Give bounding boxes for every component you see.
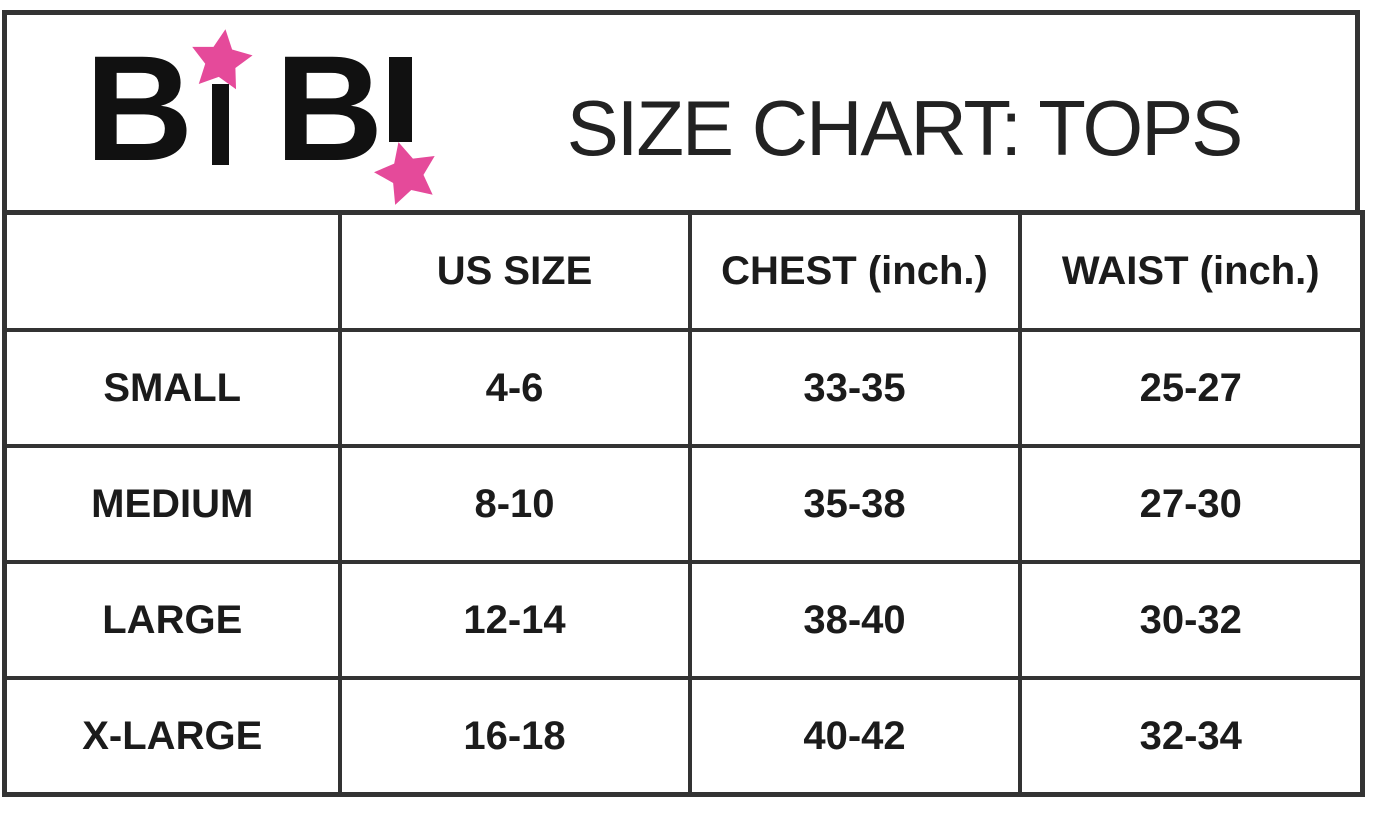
column-header-us-size: US SIZE: [337, 210, 692, 332]
cell-us-size: 4-6: [337, 328, 692, 448]
table-header-row: US SIZE CHEST (inch.) WAIST (inch.): [2, 210, 1365, 332]
cell-us-size: 12-14: [337, 560, 692, 680]
chart-frame: B B SIZE CHART: TOPS: [2, 10, 1365, 797]
logo-exclamation-stem: [389, 56, 412, 142]
cell-size-label: SMALL: [2, 328, 342, 448]
cell-us-size: 8-10: [337, 444, 692, 564]
cell-us-size: 16-18: [337, 676, 692, 797]
star-icon: [374, 141, 435, 205]
column-header-chest: CHEST (inch.): [687, 210, 1022, 332]
star-icon: [192, 28, 253, 89]
brand-header: B B SIZE CHART: TOPS: [2, 10, 1360, 215]
cell-waist: 25-27: [1017, 328, 1365, 448]
logo-i-stem: [212, 83, 229, 165]
table-row: LARGE 12-14 38-40 30-32: [2, 560, 1365, 680]
column-header-waist: WAIST (inch.): [1017, 210, 1365, 332]
size-table: US SIZE CHEST (inch.) WAIST (inch.) SMAL…: [2, 210, 1365, 797]
cell-waist: 27-30: [1017, 444, 1365, 564]
page-title: SIZE CHART: TOPS: [566, 84, 1244, 172]
cell-chest: 40-42: [687, 676, 1022, 797]
brand-logo: B B: [85, 27, 453, 209]
cell-chest: 33-35: [687, 328, 1022, 448]
star-shape: [192, 28, 253, 89]
table-row: X-LARGE 16-18 40-42 32-34: [2, 676, 1365, 797]
cell-size-label: MEDIUM: [2, 444, 342, 564]
column-header-blank: [2, 210, 342, 332]
cell-chest: 35-38: [687, 444, 1022, 564]
logo-letter-b: B: [275, 23, 384, 192]
cell-chest: 38-40: [687, 560, 1022, 680]
cell-size-label: LARGE: [2, 560, 342, 680]
star-shape: [374, 141, 435, 205]
logo-letter-b: B: [85, 23, 194, 192]
table-row: SMALL 4-6 33-35 25-27: [2, 328, 1365, 448]
title-area: SIZE CHART: TOPS: [453, 67, 1355, 172]
cell-waist: 32-34: [1017, 676, 1365, 797]
cell-size-label: X-LARGE: [2, 676, 342, 797]
table-row: MEDIUM 8-10 35-38 27-30: [2, 444, 1365, 564]
cell-waist: 30-32: [1017, 560, 1365, 680]
